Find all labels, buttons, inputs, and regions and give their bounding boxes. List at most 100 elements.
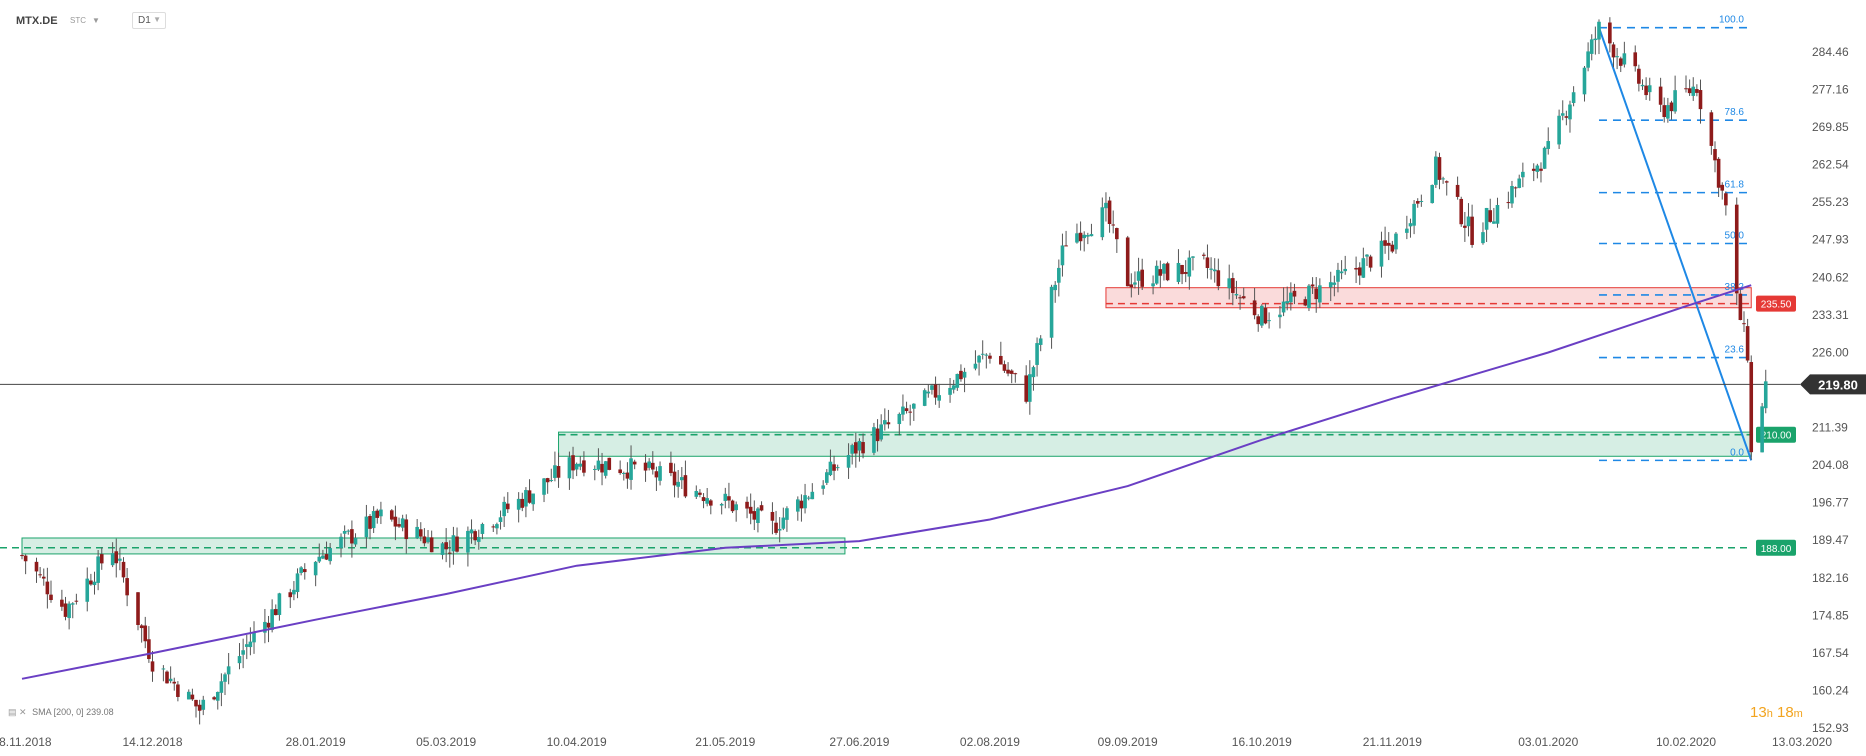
- candle-body: [835, 467, 840, 469]
- candle-body: [549, 479, 554, 481]
- candle-body: [1140, 269, 1145, 287]
- candle-body: [1618, 58, 1623, 66]
- x-tick-label: 03.01.2020: [1518, 735, 1578, 749]
- candle-body: [1183, 272, 1188, 274]
- candle-body: [1231, 278, 1235, 293]
- candle-body: [1644, 85, 1648, 96]
- candle-body: [313, 561, 318, 576]
- candle-body: [1724, 193, 1728, 206]
- candle-body: [350, 529, 354, 544]
- candle-body: [444, 542, 448, 550]
- current-price-label: 219.80: [1818, 377, 1858, 392]
- candle-body: [1709, 112, 1714, 146]
- candle-body: [926, 391, 931, 394]
- candle-body: [1434, 156, 1438, 185]
- chevron-down-icon[interactable]: ▼: [92, 16, 100, 25]
- candle-body: [263, 621, 267, 633]
- candle-body: [299, 567, 303, 573]
- candle-body: [1611, 44, 1616, 58]
- candle-body: [1455, 184, 1460, 197]
- candle-body: [1263, 307, 1268, 324]
- candle-body: [1662, 105, 1667, 118]
- candle-body: [1763, 381, 1768, 409]
- candle-body: [121, 561, 126, 578]
- candle-body: [1408, 223, 1413, 227]
- candle-body: [1517, 178, 1522, 188]
- y-tick-label: 247.93: [1812, 233, 1849, 247]
- candle-body: [658, 466, 662, 481]
- bars-icon[interactable]: ▤ ✕: [8, 707, 27, 717]
- candle-body: [654, 471, 659, 478]
- candle-body: [1379, 240, 1384, 267]
- candle-body: [1089, 234, 1094, 237]
- candle-body: [596, 460, 601, 470]
- candle-body: [872, 427, 876, 453]
- candle-body: [571, 455, 575, 471]
- candle-body: [368, 515, 372, 529]
- candle-body: [476, 536, 481, 542]
- candle-body: [727, 496, 731, 501]
- candle-body: [922, 390, 927, 406]
- x-tick-label: 14.12.2018: [122, 735, 182, 749]
- candle-body: [988, 355, 992, 359]
- candle-body: [1560, 113, 1565, 116]
- candle-body: [603, 461, 608, 476]
- candle-body: [1383, 240, 1387, 246]
- candle-body: [959, 370, 963, 380]
- chart-header: MTX.DE STC ▼ D1 ▼: [0, 0, 1866, 40]
- candle-body: [701, 497, 706, 502]
- candle-body: [1260, 305, 1264, 326]
- candle-body: [1115, 228, 1119, 240]
- candle-body: [1216, 270, 1221, 287]
- candle-body: [1633, 52, 1638, 67]
- candle-body: [1597, 21, 1601, 40]
- candle-body: [973, 363, 978, 369]
- candle-body: [745, 501, 749, 509]
- candle-body: [1038, 338, 1043, 345]
- candle-body: [1234, 293, 1239, 296]
- candle-body: [1303, 299, 1308, 306]
- candle-body: [1227, 278, 1232, 289]
- timeframe-select[interactable]: D1 ▼: [132, 12, 166, 29]
- y-tick-label: 277.16: [1812, 83, 1849, 97]
- candle-body: [1162, 263, 1166, 274]
- y-tick-label: 167.54: [1812, 646, 1849, 660]
- instrument-type: STC: [70, 16, 86, 25]
- sma-legend[interactable]: ▤ ✕ SMA [200, 0] 239.08: [8, 707, 114, 718]
- candle-body: [244, 644, 249, 647]
- candle-body: [1307, 285, 1311, 309]
- candle-body: [38, 574, 42, 576]
- candle-body: [1158, 269, 1163, 276]
- candle-body: [1695, 89, 1699, 93]
- candle-body: [719, 503, 724, 506]
- candle-body: [321, 555, 325, 559]
- candle-body: [190, 694, 195, 700]
- candle-body: [1285, 301, 1290, 304]
- candle-body: [524, 490, 528, 507]
- candle-body: [197, 704, 202, 711]
- candle-body: [1354, 267, 1358, 270]
- symbol-label: MTX.DE: [16, 15, 58, 27]
- y-tick-label: 269.85: [1812, 120, 1849, 134]
- candle-body: [1481, 232, 1485, 244]
- candle-body: [1060, 245, 1065, 266]
- candle-body: [643, 462, 648, 471]
- candle-body: [168, 678, 173, 682]
- candle-body: [1267, 320, 1271, 322]
- candle-body: [1205, 257, 1210, 269]
- candle-body: [23, 555, 28, 562]
- candle-body: [473, 531, 477, 541]
- candle-body: [1107, 200, 1112, 224]
- candle-body: [774, 522, 778, 533]
- candle-body: [582, 460, 586, 473]
- candle-body: [136, 592, 140, 625]
- x-tick-label: 13.03.2020: [1772, 735, 1832, 749]
- candle-body: [292, 589, 296, 595]
- candle-body: [1314, 288, 1319, 300]
- candle-body: [480, 523, 485, 534]
- candle-body: [883, 420, 887, 425]
- candle-body: [1133, 282, 1137, 285]
- candle-body: [1365, 254, 1369, 257]
- candle-body: [34, 561, 39, 572]
